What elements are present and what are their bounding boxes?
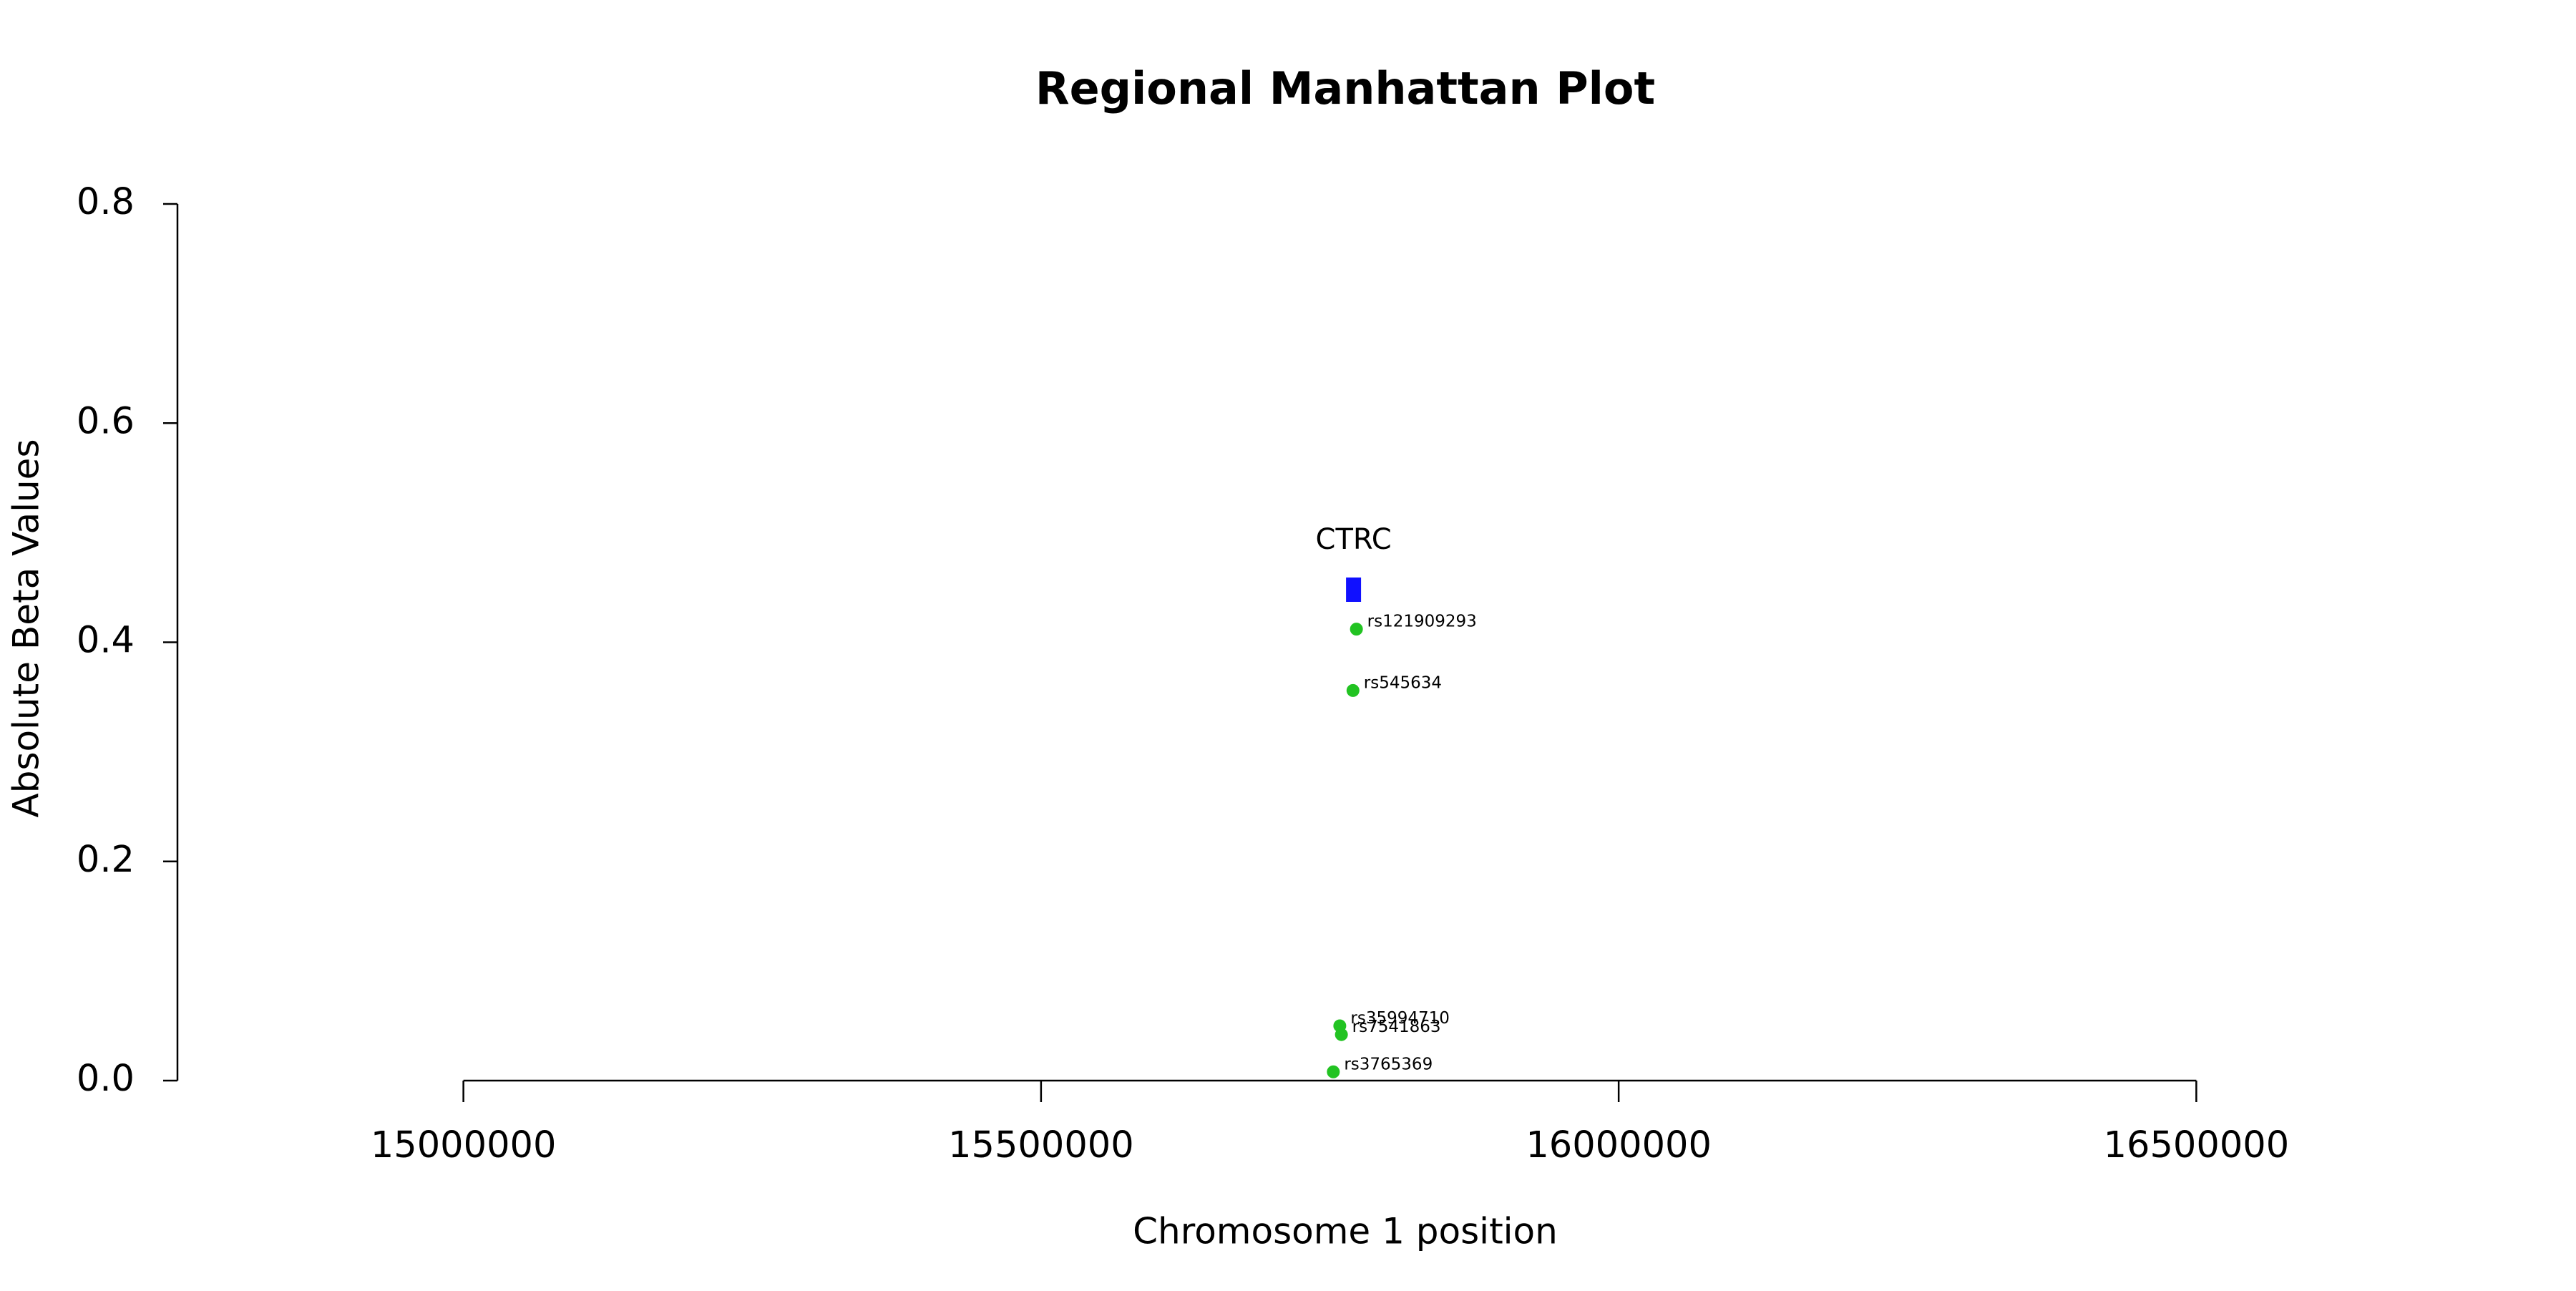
snp-point (1350, 623, 1363, 636)
snp-point (1327, 1065, 1340, 1078)
x-tick-label: 15000000 (371, 1124, 557, 1166)
gene-box (1346, 578, 1362, 602)
snp-label: rs3765369 (1344, 1055, 1433, 1073)
gene-label: CTRC (1316, 523, 1392, 556)
snp-label: rs545634 (1364, 673, 1442, 692)
chart-title: Regional Manhattan Plot (1035, 62, 1655, 115)
snp-label: rs7541863 (1352, 1018, 1441, 1036)
y-tick-label: 0.0 (77, 1058, 135, 1100)
snp-label: rs35994710 (1350, 1009, 1450, 1028)
y-tick-label: 0.8 (77, 181, 135, 223)
snp-point (1346, 683, 1360, 697)
y-tick-label: 0.6 (77, 400, 135, 442)
x-tick-label: 15500000 (948, 1124, 1134, 1166)
x-axis-title: Chromosome 1 position (1133, 1211, 1558, 1252)
y-tick-label: 0.2 (77, 839, 135, 881)
y-tick-label: 0.4 (77, 620, 135, 662)
snp-point (1335, 1028, 1348, 1041)
x-tick-label: 16000000 (1526, 1124, 1712, 1166)
snp-label: rs121909293 (1367, 613, 1477, 631)
x-tick-label: 16500000 (2104, 1124, 2290, 1166)
y-axis-title: Absolute Beta Values (6, 439, 47, 818)
